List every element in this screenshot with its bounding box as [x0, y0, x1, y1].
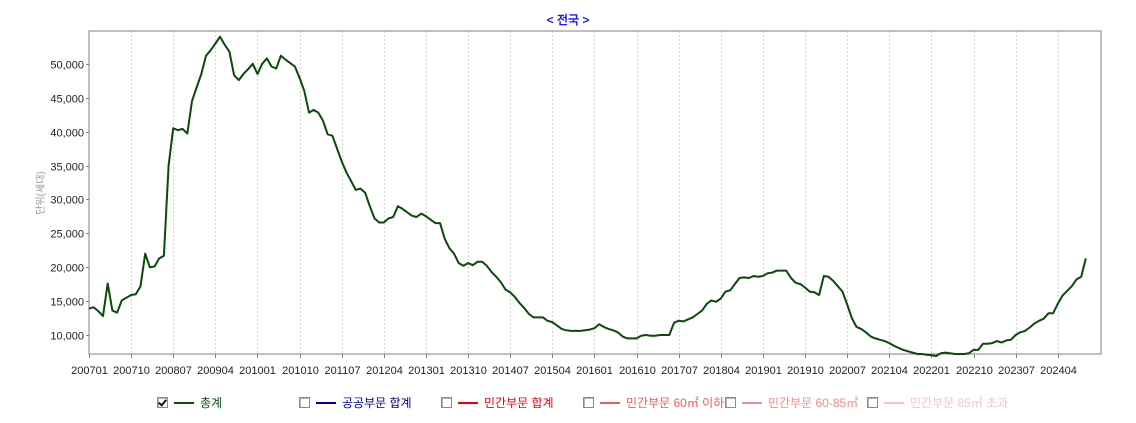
- y-tick-label: 30,000: [50, 195, 84, 207]
- legend-checkbox[interactable]: [299, 397, 310, 408]
- x-tick-label: 201407: [492, 365, 529, 377]
- legend-checkbox[interactable]: [583, 397, 594, 408]
- series-line-total: [88, 35, 1087, 357]
- x-tick-label: 202210: [956, 365, 993, 377]
- legend-checkbox[interactable]: [441, 397, 452, 408]
- legend-swatch: [884, 401, 904, 404]
- x-tick-label: 201610: [619, 365, 656, 377]
- x-tick-label: 201804: [703, 365, 740, 377]
- legend-checkbox[interactable]: [867, 397, 878, 408]
- y-tick-label: 35,000: [50, 162, 84, 174]
- legend-label: 민간부문 60-85㎡: [768, 396, 859, 410]
- legend-item-private-60-85[interactable]: 민간부문 60-85㎡: [725, 394, 858, 411]
- legend-swatch: [600, 401, 620, 404]
- line-chart: 10,000 15,000 20,000 25,000 30,000 35,000 40,0…: [34, 30, 1102, 377]
- vertical-gridlines: [131, 31, 1059, 354]
- y-tick-label: 40,000: [50, 128, 84, 140]
- legend-checkbox[interactable]: [157, 397, 168, 408]
- x-tick-label: 201901: [745, 365, 782, 377]
- x-tick-label: 200807: [155, 365, 192, 377]
- y-tick-label: 20,000: [50, 263, 84, 275]
- x-tick-label: 201204: [366, 365, 403, 377]
- y-tick-label: 25,000: [50, 229, 84, 241]
- y-axis: 10,000 15,000 20,000 25,000 30,000 35,000 40,0…: [50, 60, 89, 343]
- legend-item-public-total[interactable]: 공공부문 합계: [299, 394, 412, 411]
- x-tick-label: 202404: [1040, 365, 1077, 377]
- legend-label: 민간부문 85㎡ 초과: [910, 396, 1009, 410]
- legend-checkbox[interactable]: [725, 397, 736, 408]
- x-tick-label: 201301: [408, 365, 445, 377]
- chart-title: < 전국 >: [546, 13, 590, 27]
- x-tick-label: 201107: [325, 365, 361, 377]
- x-tick-label: 202307: [998, 365, 1035, 377]
- legend-label: 공공부문 합계: [342, 396, 412, 410]
- legend-label: 민간부문 합계: [484, 396, 554, 410]
- series-lines: [88, 35, 1087, 357]
- y-tick-label: 10,000: [50, 331, 84, 343]
- y-tick-label: 45,000: [50, 94, 84, 106]
- legend-item-total[interactable]: 총계: [157, 394, 222, 411]
- legend-swatch: [316, 401, 336, 404]
- x-tick-label: 201601: [576, 365, 613, 377]
- x-tick-label: 200904: [197, 365, 234, 377]
- y-tick-label: 15,000: [50, 297, 84, 309]
- x-tick-label: 201001: [239, 365, 276, 377]
- y-axis-label: 단위(세대): [34, 171, 47, 214]
- x-tick-label: 202201: [913, 365, 950, 377]
- y-tick-label: 50,000: [50, 60, 84, 72]
- x-tick-label: 202007: [829, 365, 866, 377]
- legend-swatch: [458, 401, 478, 404]
- legend: 총계 공공부문 합계 민간부문 합계 민간부문 60㎡ 이하 민간부문 60-8…: [0, 394, 1136, 414]
- x-tick-label: 201310: [450, 365, 487, 377]
- legend-label: 총계: [200, 396, 223, 410]
- legend-item-private-over-85[interactable]: 민간부문 85㎡ 초과: [867, 394, 1008, 411]
- legend-item-private-under-60[interactable]: 민간부문 60㎡ 이하: [583, 394, 724, 411]
- x-axis: 200701 200710 200807 200904 201001 201010 2011…: [71, 354, 1077, 377]
- x-tick-label: 201010: [282, 365, 319, 377]
- legend-swatch: [742, 401, 762, 404]
- x-tick-label: 200710: [113, 365, 150, 377]
- legend-item-private-total[interactable]: 민간부문 합계: [441, 394, 554, 411]
- legend-swatch: [174, 401, 194, 404]
- x-tick-label: 201504: [534, 365, 571, 377]
- x-tick-label: 201910: [787, 365, 824, 377]
- x-tick-label: 201707: [661, 365, 698, 377]
- x-tick-label: 202104: [871, 365, 908, 377]
- legend-label: 민간부문 60㎡ 이하: [626, 396, 725, 410]
- x-tick-label: 200701: [71, 365, 108, 377]
